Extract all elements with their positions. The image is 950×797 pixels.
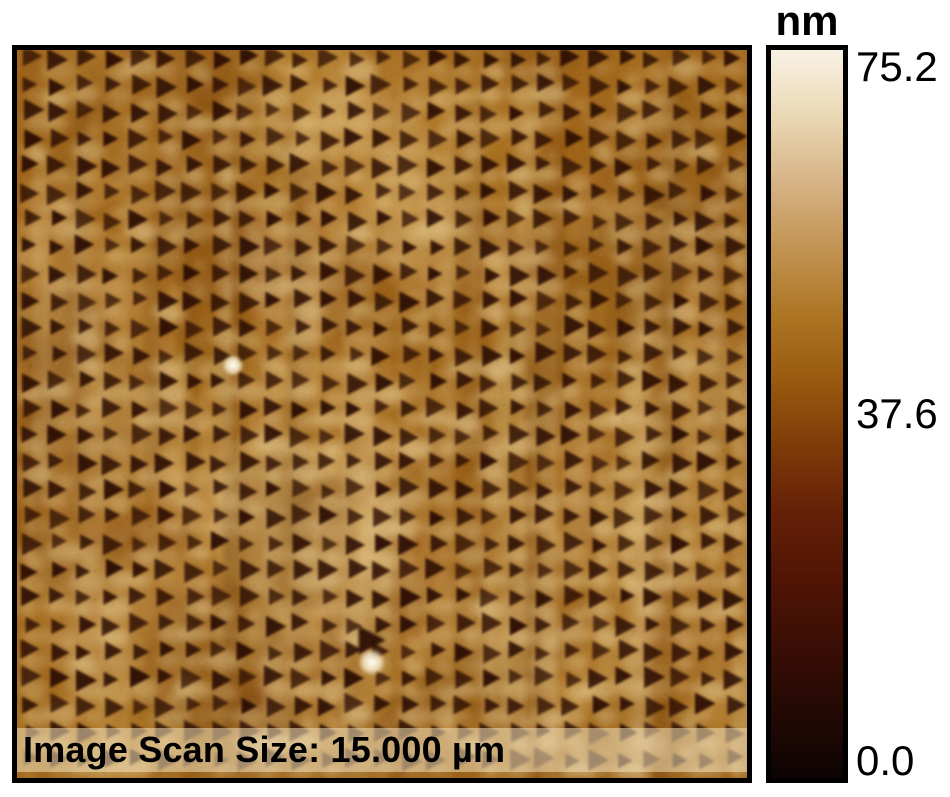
- colorbar-tick-mid: 37.6: [856, 390, 938, 437]
- afm-image-frame: Image Scan Size: 15.000 µm: [12, 45, 752, 783]
- scan-size-label: Image Scan Size: 15.000 µm: [23, 729, 506, 770]
- scan-size-band: Image Scan Size: 15.000 µm: [17, 728, 747, 772]
- colorbar-unit-label: nm: [775, 0, 839, 44]
- colorbar-gradient: [766, 45, 848, 783]
- afm-image-canvas: [17, 50, 747, 778]
- colorbar-tick-max: 75.2: [856, 43, 938, 90]
- colorbar-ticks: 75.2 37.6 0.0: [856, 45, 950, 783]
- colorbar-tick-min: 0.0: [856, 737, 915, 784]
